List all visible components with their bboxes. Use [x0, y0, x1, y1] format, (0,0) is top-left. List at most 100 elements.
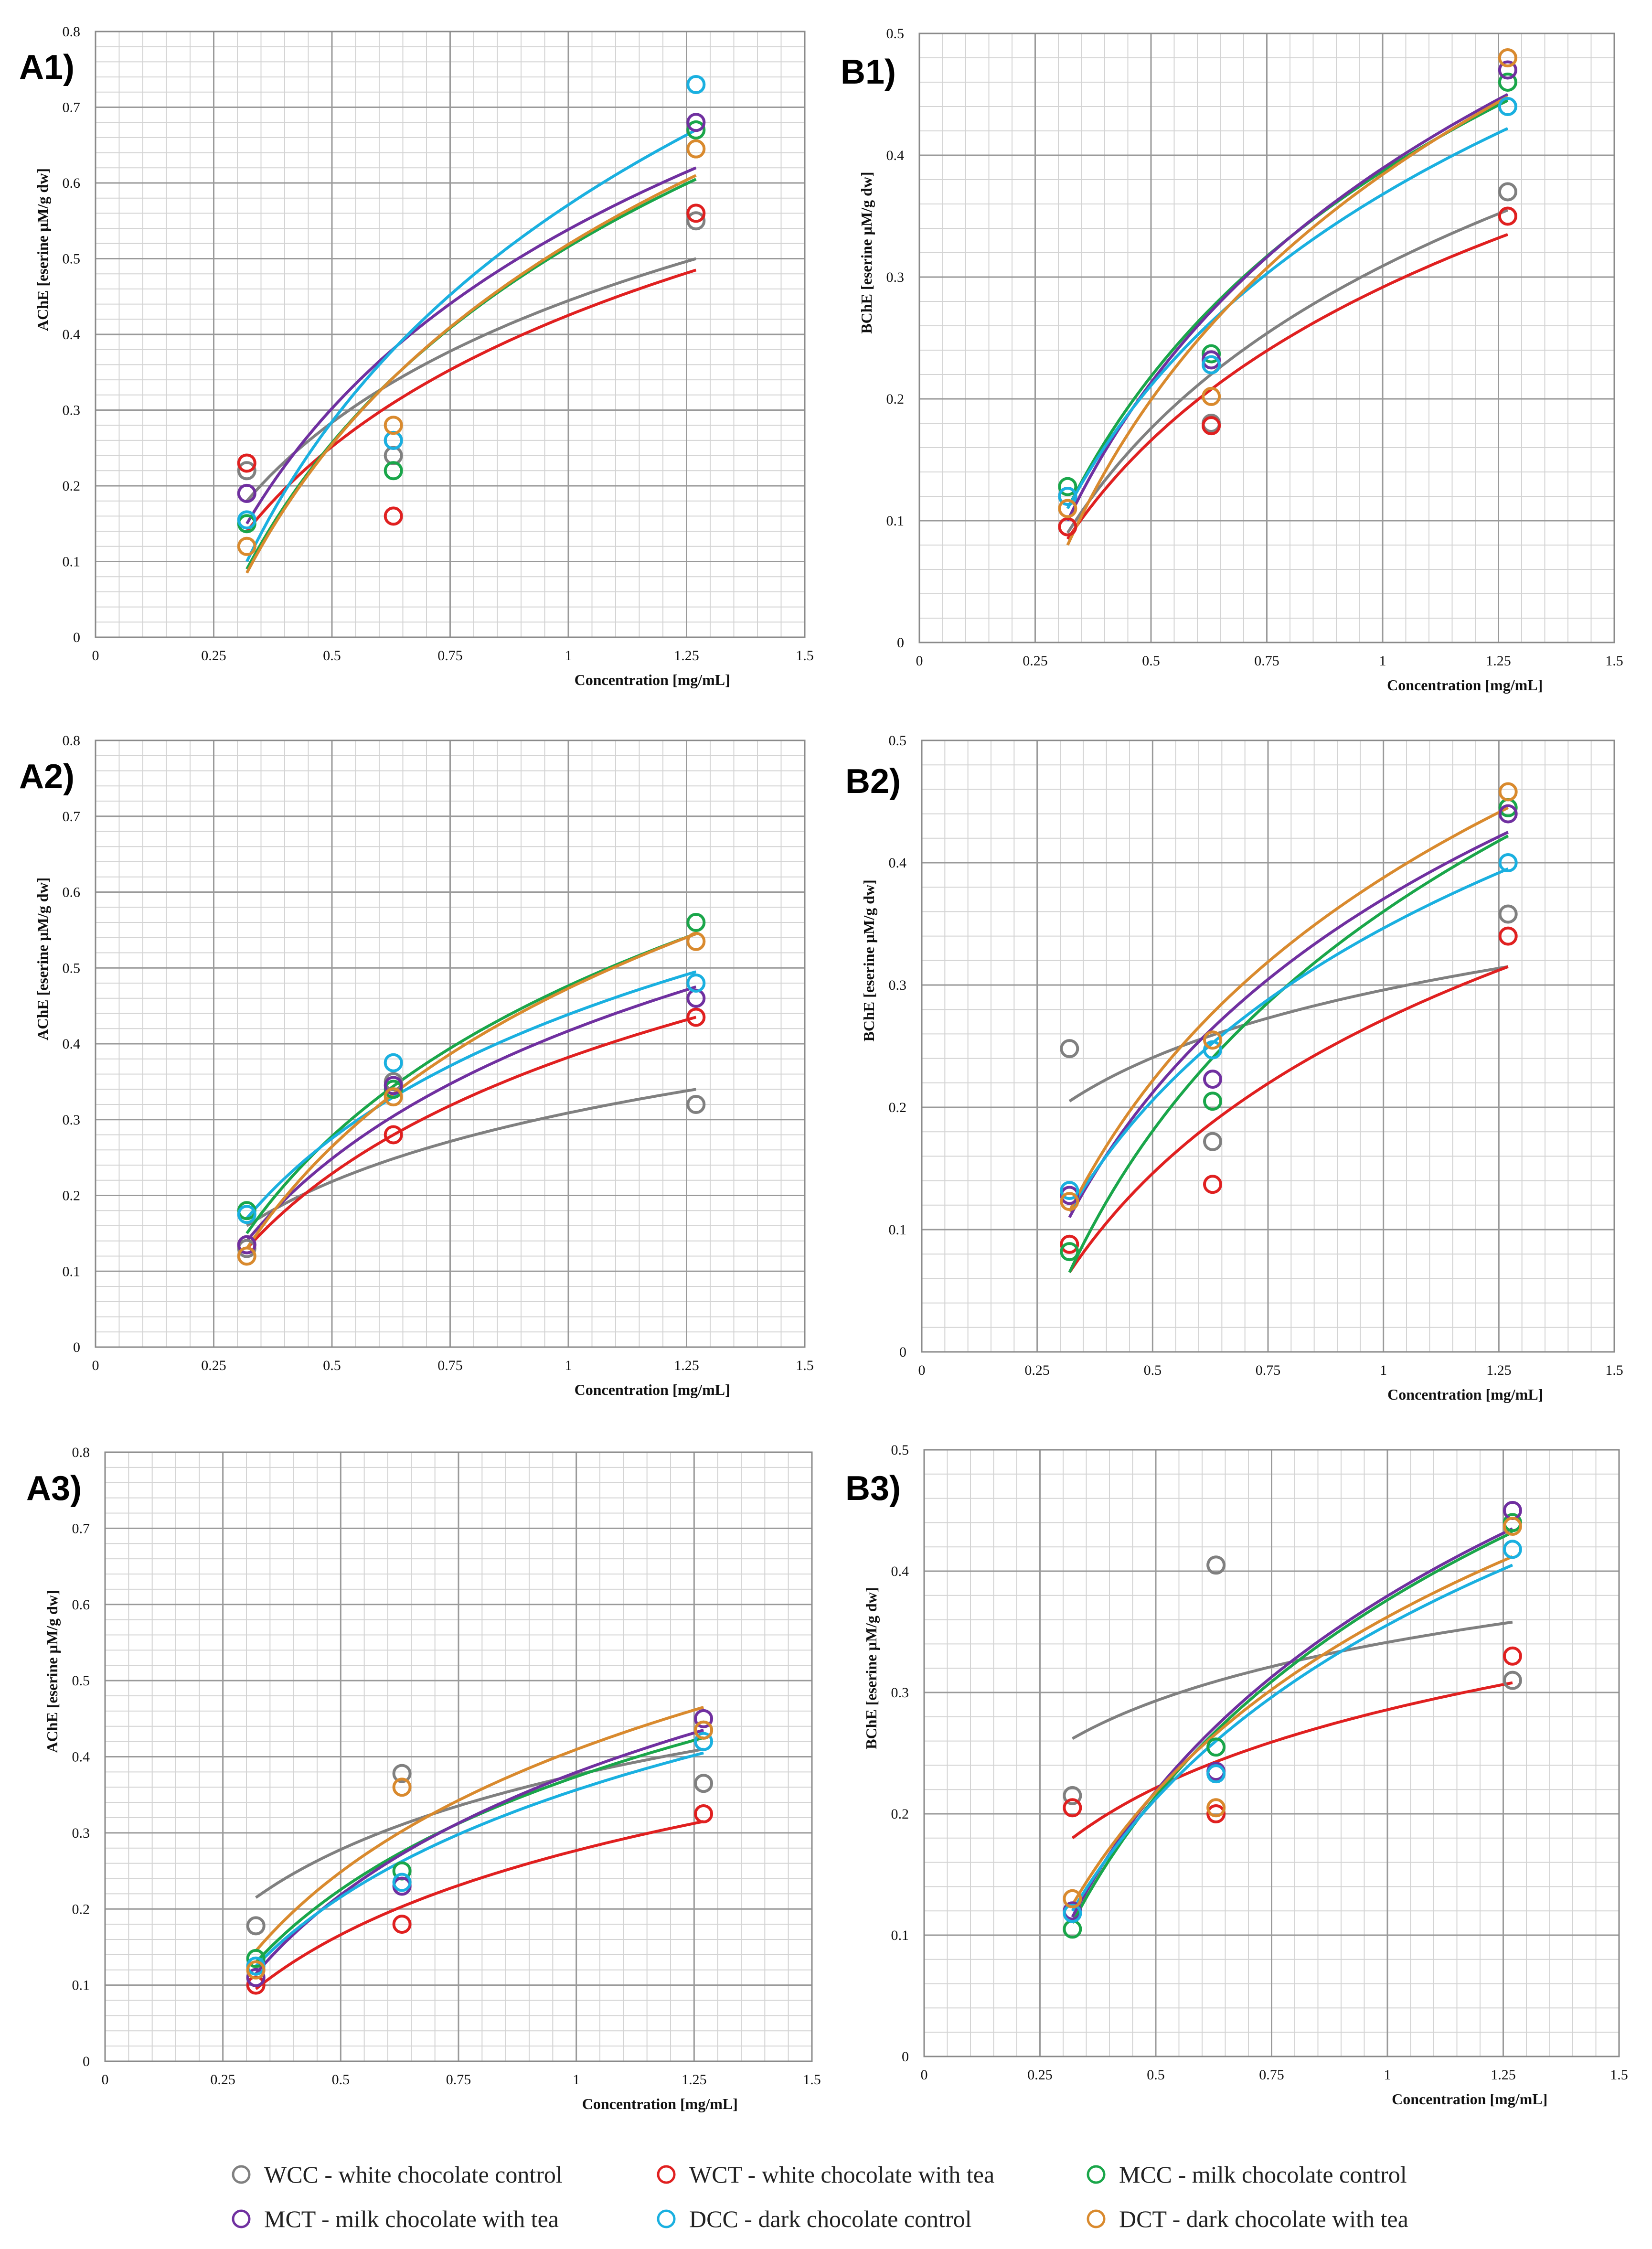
y-axis-label: AChE [eserine µM/g dw] [34, 878, 51, 1040]
y-tick-label: 0.1 [63, 554, 81, 570]
data-point-dcc [1058, 487, 1077, 506]
data-point-mct [384, 1076, 403, 1095]
panel-b1: 0 0.25 0.5 0.75 1 1.25 1.5 0 0.1 0.2 0.3 0.4 0.5 Conc… [841, 26, 1623, 694]
y-tick-label: 0.8 [72, 1445, 90, 1460]
legend-marker-mct [232, 2209, 251, 2228]
x-tick-label: 0.25 [1027, 2067, 1053, 2083]
y-tick-label: 0.1 [891, 1928, 909, 1943]
data-point-mct [1203, 1070, 1222, 1089]
panel-a3: 0 0.25 0.5 0.75 1 1.25 1.5 0 0.1 0.2 0.3 0.4 0.5 0.6 0… [26, 1445, 821, 2112]
y-tick-label: 0 [897, 635, 904, 651]
x-tick-label: 1.25 [682, 2072, 707, 2088]
trendline-dct [1066, 95, 1509, 546]
plot-frame [921, 739, 1615, 1353]
trendline-mct [245, 166, 697, 525]
x-tick-label: 0.75 [1254, 653, 1279, 669]
data-point-mct [1498, 60, 1517, 80]
plot-frame [95, 31, 806, 638]
panel-label: A2) [19, 758, 75, 796]
data-point-wct [1503, 1646, 1522, 1666]
x-axis-label: Concentration [mg/mL] [1392, 2090, 1547, 2108]
x-tick-label: 1.5 [1610, 2067, 1628, 2083]
y-tick-label: 0.2 [63, 1188, 81, 1204]
trendline-dct [245, 174, 697, 574]
x-tick-label: 0.25 [201, 648, 226, 664]
y-tick-label: 0.7 [72, 1521, 90, 1536]
plot-frame [95, 739, 806, 1348]
trendline-mcc [1071, 1531, 1513, 1924]
data-point-dct [1063, 1889, 1082, 1908]
x-axis-label: Concentration [mg/mL] [1387, 1386, 1543, 1403]
data-point-mct [237, 1235, 256, 1254]
data-point-dct [384, 416, 403, 435]
panel-label: A1) [19, 48, 75, 86]
data-point-mct [686, 113, 706, 132]
y-tick-label: 0.3 [891, 1685, 909, 1701]
x-tick-label: 1 [565, 648, 572, 664]
data-point-dct [1498, 48, 1517, 67]
data-point-mct [246, 1968, 266, 1987]
data-point-dcc [1060, 1181, 1079, 1200]
x-tick-label: 0 [92, 1358, 99, 1373]
panel-b3: 0 0.25 0.5 0.75 1 1.25 1.5 0 0.1 0.2 0.3 0.4 0.5 Conc… [845, 1442, 1628, 2108]
y-tick-label: 0.2 [891, 1806, 909, 1822]
data-point-wcc [1203, 1132, 1222, 1151]
plot-frame [918, 32, 1615, 643]
data-point-mcc [1203, 1092, 1222, 1111]
data-point-dct [1206, 1798, 1226, 1818]
x-tick-label: 1.5 [796, 1358, 814, 1373]
data-point-dcc [1063, 1904, 1082, 1923]
x-tick-label: 0.75 [1256, 1362, 1281, 1378]
y-tick-label: 0.4 [72, 1749, 90, 1765]
x-tick-label: 1.25 [1486, 1362, 1512, 1378]
x-tick-label: 0.5 [1144, 1362, 1162, 1378]
x-tick-label: 0.5 [323, 648, 341, 664]
trendline-dcc [1068, 867, 1509, 1212]
data-point-mcc [246, 1949, 266, 1968]
y-tick-label: 0.1 [63, 1264, 81, 1279]
data-point-mct [1503, 1501, 1522, 1520]
data-point-dcc [1206, 1764, 1226, 1784]
y-tick-label: 0.5 [891, 1442, 909, 1458]
data-point-wcc [392, 1764, 412, 1783]
x-tick-label: 0.25 [1023, 653, 1048, 669]
data-point-wcc [1060, 1039, 1079, 1059]
data-point-dct [1202, 386, 1221, 406]
data-point-dcc [384, 1053, 403, 1072]
trendline-mcc [1068, 835, 1509, 1273]
y-tick-label: 0.4 [63, 327, 81, 343]
data-point-dct [1203, 1030, 1222, 1050]
trendline-wcc [246, 1088, 696, 1227]
data-point-wcc [1498, 182, 1517, 202]
x-axis-label: Concentration [mg/mL] [575, 1381, 730, 1398]
data-point-wcc [1206, 1555, 1226, 1575]
data-point-wct [1498, 206, 1517, 226]
y-tick-label: 0.5 [63, 960, 81, 976]
y-tick-label: 0.2 [72, 1901, 90, 1917]
trendline-dcc [255, 1751, 704, 1967]
data-point-wct [384, 1125, 403, 1145]
x-tick-label: 0 [916, 653, 923, 669]
data-point-mcc [1202, 344, 1221, 364]
data-point-mcc [686, 913, 706, 932]
data-point-dct [246, 1960, 266, 1980]
legend-label-dcc: DCC - dark chocolate control [689, 2206, 971, 2232]
data-point-wct [237, 453, 256, 473]
y-tick-label: 0.3 [889, 977, 907, 993]
trendline-wct [255, 1820, 704, 1990]
data-point-wcc [1498, 904, 1518, 924]
legend-label-mct: MCT - milk chocolate with tea [264, 2206, 559, 2232]
data-point-wct [694, 1804, 714, 1824]
data-point-wcc [237, 461, 256, 481]
trendline-wct [1071, 1681, 1513, 1840]
data-point-wct [1498, 926, 1518, 946]
data-point-dct [237, 1246, 256, 1266]
y-axis-label: BChE [eserine µM/g dw] [860, 879, 877, 1041]
y-tick-label: 0.3 [886, 269, 905, 285]
plot-frame [923, 1449, 1620, 2057]
panel-a2: 0 0.25 0.5 0.75 1 1.25 1.5 0 0.1 0.2 0.3 0.4 0.5 0.6 0… [19, 733, 814, 1398]
data-point-dcc [1498, 97, 1517, 116]
data-point-dct [237, 536, 256, 556]
y-tick-label: 0.5 [72, 1673, 90, 1689]
trendline-wct [1066, 233, 1508, 540]
